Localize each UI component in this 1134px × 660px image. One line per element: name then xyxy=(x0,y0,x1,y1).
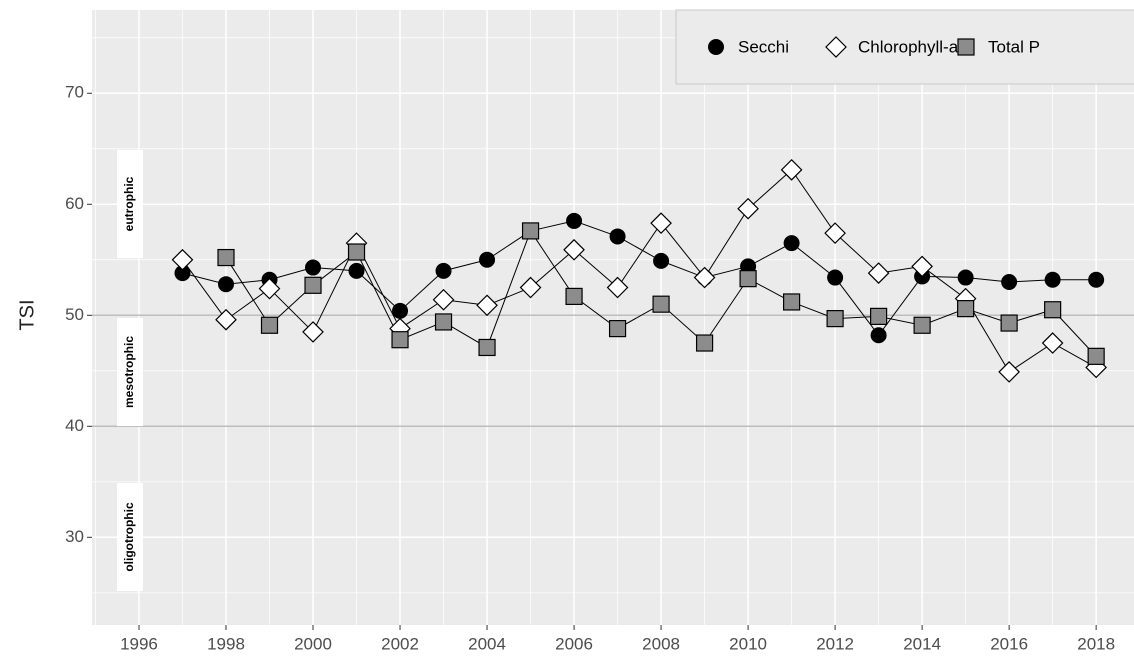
x-tick-label: 2018 xyxy=(1077,634,1115,653)
y-tick-label: 50 xyxy=(65,305,84,324)
point xyxy=(780,159,803,181)
legend-marker xyxy=(957,38,975,56)
annotation: oligotrophic xyxy=(122,502,136,572)
point xyxy=(783,235,800,252)
point xyxy=(1087,347,1105,365)
point xyxy=(695,334,714,352)
point xyxy=(478,338,496,357)
point xyxy=(782,293,801,311)
point xyxy=(302,321,324,343)
annotation-box xyxy=(117,318,143,426)
marks xyxy=(171,159,1107,383)
legend-box xyxy=(675,9,1134,85)
point xyxy=(609,228,626,245)
legend-label: Total P xyxy=(988,37,1040,56)
point xyxy=(347,243,366,261)
point xyxy=(258,277,281,300)
x-tick-label: 2002 xyxy=(381,634,419,653)
legend: Secchi Chlorophyll-a Total P xyxy=(675,9,1134,85)
legend-label: Secchi xyxy=(738,37,789,56)
x-tick-label: 1998 xyxy=(207,634,245,653)
y-tick-label: 30 xyxy=(65,527,84,546)
point xyxy=(476,294,498,317)
point xyxy=(391,331,409,349)
y-axis-label: TSI xyxy=(16,299,38,330)
point xyxy=(432,288,455,311)
point xyxy=(1088,271,1105,288)
x-tick-label: 2000 xyxy=(294,634,332,653)
point xyxy=(608,320,627,338)
point xyxy=(998,361,1020,383)
point xyxy=(827,269,844,286)
x-tick-label: 2010 xyxy=(729,634,767,653)
y-tick-label: 60 xyxy=(65,194,84,213)
annotation: mesotrophic xyxy=(122,336,136,408)
point xyxy=(957,300,975,318)
point xyxy=(566,212,583,229)
point xyxy=(693,266,716,289)
x-tick-label: 2016 xyxy=(990,634,1028,653)
point xyxy=(304,276,322,294)
point xyxy=(565,287,583,306)
point xyxy=(171,248,194,271)
x-tick-label: 2014 xyxy=(903,634,941,653)
point xyxy=(870,327,887,344)
point xyxy=(826,310,844,328)
point xyxy=(911,255,933,278)
point xyxy=(606,276,629,299)
x-tick-label: 2012 xyxy=(816,634,854,653)
point xyxy=(519,276,542,299)
point xyxy=(913,316,931,334)
point xyxy=(435,262,452,279)
point xyxy=(1041,332,1064,354)
point xyxy=(1044,271,1061,288)
point xyxy=(739,270,757,288)
point xyxy=(348,262,365,279)
point xyxy=(870,307,888,325)
point xyxy=(434,313,453,331)
point xyxy=(305,259,322,276)
x-tick-label: 2008 xyxy=(642,634,680,653)
point xyxy=(653,252,670,269)
point xyxy=(650,212,672,234)
point xyxy=(1001,273,1018,290)
point xyxy=(563,238,585,261)
legend-marker xyxy=(708,39,724,55)
point xyxy=(218,276,235,293)
annotation: eutrophic xyxy=(122,176,136,231)
point xyxy=(867,262,890,284)
series-line xyxy=(182,169,1097,373)
point xyxy=(521,222,540,240)
point xyxy=(1044,301,1062,319)
point xyxy=(957,269,974,286)
annotation-box xyxy=(117,483,143,591)
point xyxy=(479,251,496,268)
x-tick-label: 2004 xyxy=(468,634,506,653)
point xyxy=(217,248,235,267)
point xyxy=(652,295,670,313)
y-tick-label: 40 xyxy=(65,416,84,435)
point xyxy=(260,316,279,334)
x-tick-label: 1996 xyxy=(120,634,158,653)
point xyxy=(737,197,759,220)
plot-panel xyxy=(92,10,1134,625)
point xyxy=(215,308,237,331)
point xyxy=(392,302,409,319)
y-tick-label: 70 xyxy=(65,83,84,102)
point xyxy=(174,265,191,282)
legend-marker xyxy=(825,36,847,58)
x-tick-label: 2006 xyxy=(555,634,593,653)
legend-label: Chlorophyll-a xyxy=(858,37,959,56)
point xyxy=(1000,314,1018,332)
point xyxy=(824,222,846,244)
annotation-box xyxy=(117,150,143,258)
